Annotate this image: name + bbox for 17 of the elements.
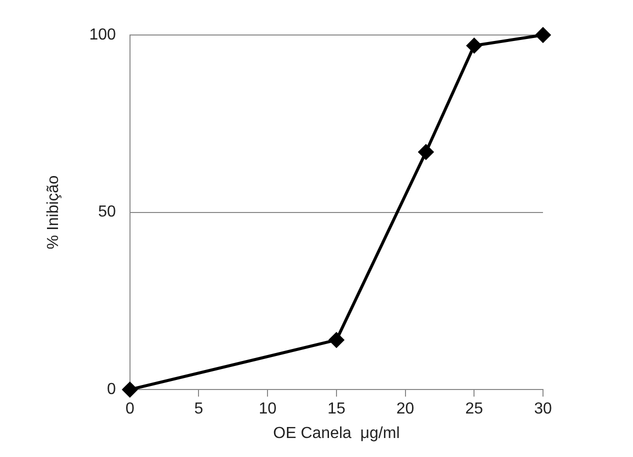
point [122, 382, 138, 398]
x-tick-label: 15 [328, 400, 346, 418]
y-tick-label: 0 [106, 381, 116, 398]
y-axis-title: % Inibição [45, 175, 62, 250]
x-tick-label: 5 [194, 400, 204, 418]
y-tick-label: 50 [98, 204, 116, 221]
point [418, 144, 434, 160]
x-tick-label: 0 [125, 400, 134, 418]
point [466, 38, 482, 54]
x-axis-title: OE Canela μg/ml [273, 424, 400, 442]
point [536, 28, 550, 42]
x-tick-label: 25 [465, 400, 484, 418]
point [328, 332, 344, 348]
x-tick-label: 30 [534, 400, 552, 418]
x-tick-label: 10 [258, 400, 277, 418]
y-tick-label: 100 [89, 26, 116, 44]
x-tick-label: 20 [396, 400, 414, 418]
